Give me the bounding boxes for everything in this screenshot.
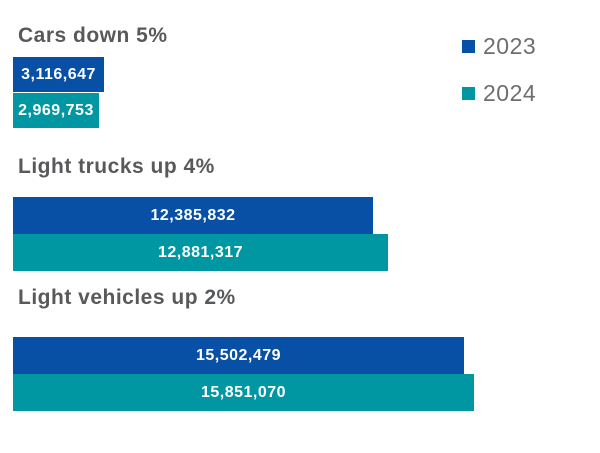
bar-cars-2023: 3,116,647 (13, 57, 104, 92)
legend-item-2023: 2023 (462, 33, 536, 60)
legend-item-2024: 2024 (462, 80, 536, 107)
bar-value-light-vehicles-2024: 15,851,070 (200, 384, 287, 401)
group-title-cars: Cars down 5% (18, 24, 168, 47)
bar-light-trucks-2023: 12,385,832 (13, 197, 373, 234)
legend-swatch-2024-icon (462, 87, 475, 100)
group-title-light-trucks: Light trucks up 4% (18, 155, 215, 178)
bar-light-vehicles-2024: 15,851,070 (13, 374, 474, 411)
bar-value-light-trucks-2023: 12,385,832 (150, 207, 236, 224)
legend-label-2023: 2023 (483, 33, 537, 59)
legend-label-2024: 2024 (483, 80, 537, 106)
bar-cars-2024: 2,969,753 (13, 93, 99, 128)
bar-value-light-trucks-2024: 12,881,317 (157, 244, 244, 261)
bar-value-light-vehicles-2023: 15,502,479 (195, 347, 282, 364)
bar-light-trucks-2024: 12,881,317 (13, 234, 388, 271)
bar-value-cars-2023: 3,116,647 (21, 66, 96, 83)
bar-light-vehicles-2023: 15,502,479 (13, 337, 464, 374)
legend-swatch-2023-icon (462, 40, 475, 53)
bar-value-cars-2024: 2,969,753 (18, 102, 94, 119)
group-title-light-vehicles: Light vehicles up 2% (18, 286, 236, 309)
